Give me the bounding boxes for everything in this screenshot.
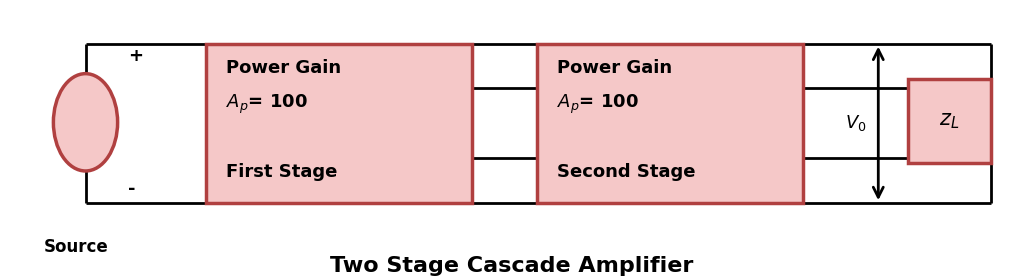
FancyBboxPatch shape — [537, 44, 803, 203]
Ellipse shape — [53, 74, 118, 171]
Text: $V_0$: $V_0$ — [845, 113, 866, 134]
Text: Two Stage Cascade Amplifier: Two Stage Cascade Amplifier — [331, 256, 693, 276]
Text: -: - — [128, 180, 135, 198]
Text: Source: Source — [43, 239, 109, 256]
Text: Power Gain: Power Gain — [557, 59, 673, 77]
Text: $A_p$= 100: $A_p$= 100 — [226, 92, 308, 116]
Text: Power Gain: Power Gain — [226, 59, 341, 77]
Text: $z_L$: $z_L$ — [939, 111, 959, 131]
Text: $A_p$= 100: $A_p$= 100 — [557, 92, 639, 116]
FancyBboxPatch shape — [206, 44, 472, 203]
Text: First Stage: First Stage — [226, 163, 337, 181]
FancyBboxPatch shape — [908, 79, 990, 163]
Text: Second Stage: Second Stage — [557, 163, 695, 181]
Text: +: + — [128, 47, 142, 65]
